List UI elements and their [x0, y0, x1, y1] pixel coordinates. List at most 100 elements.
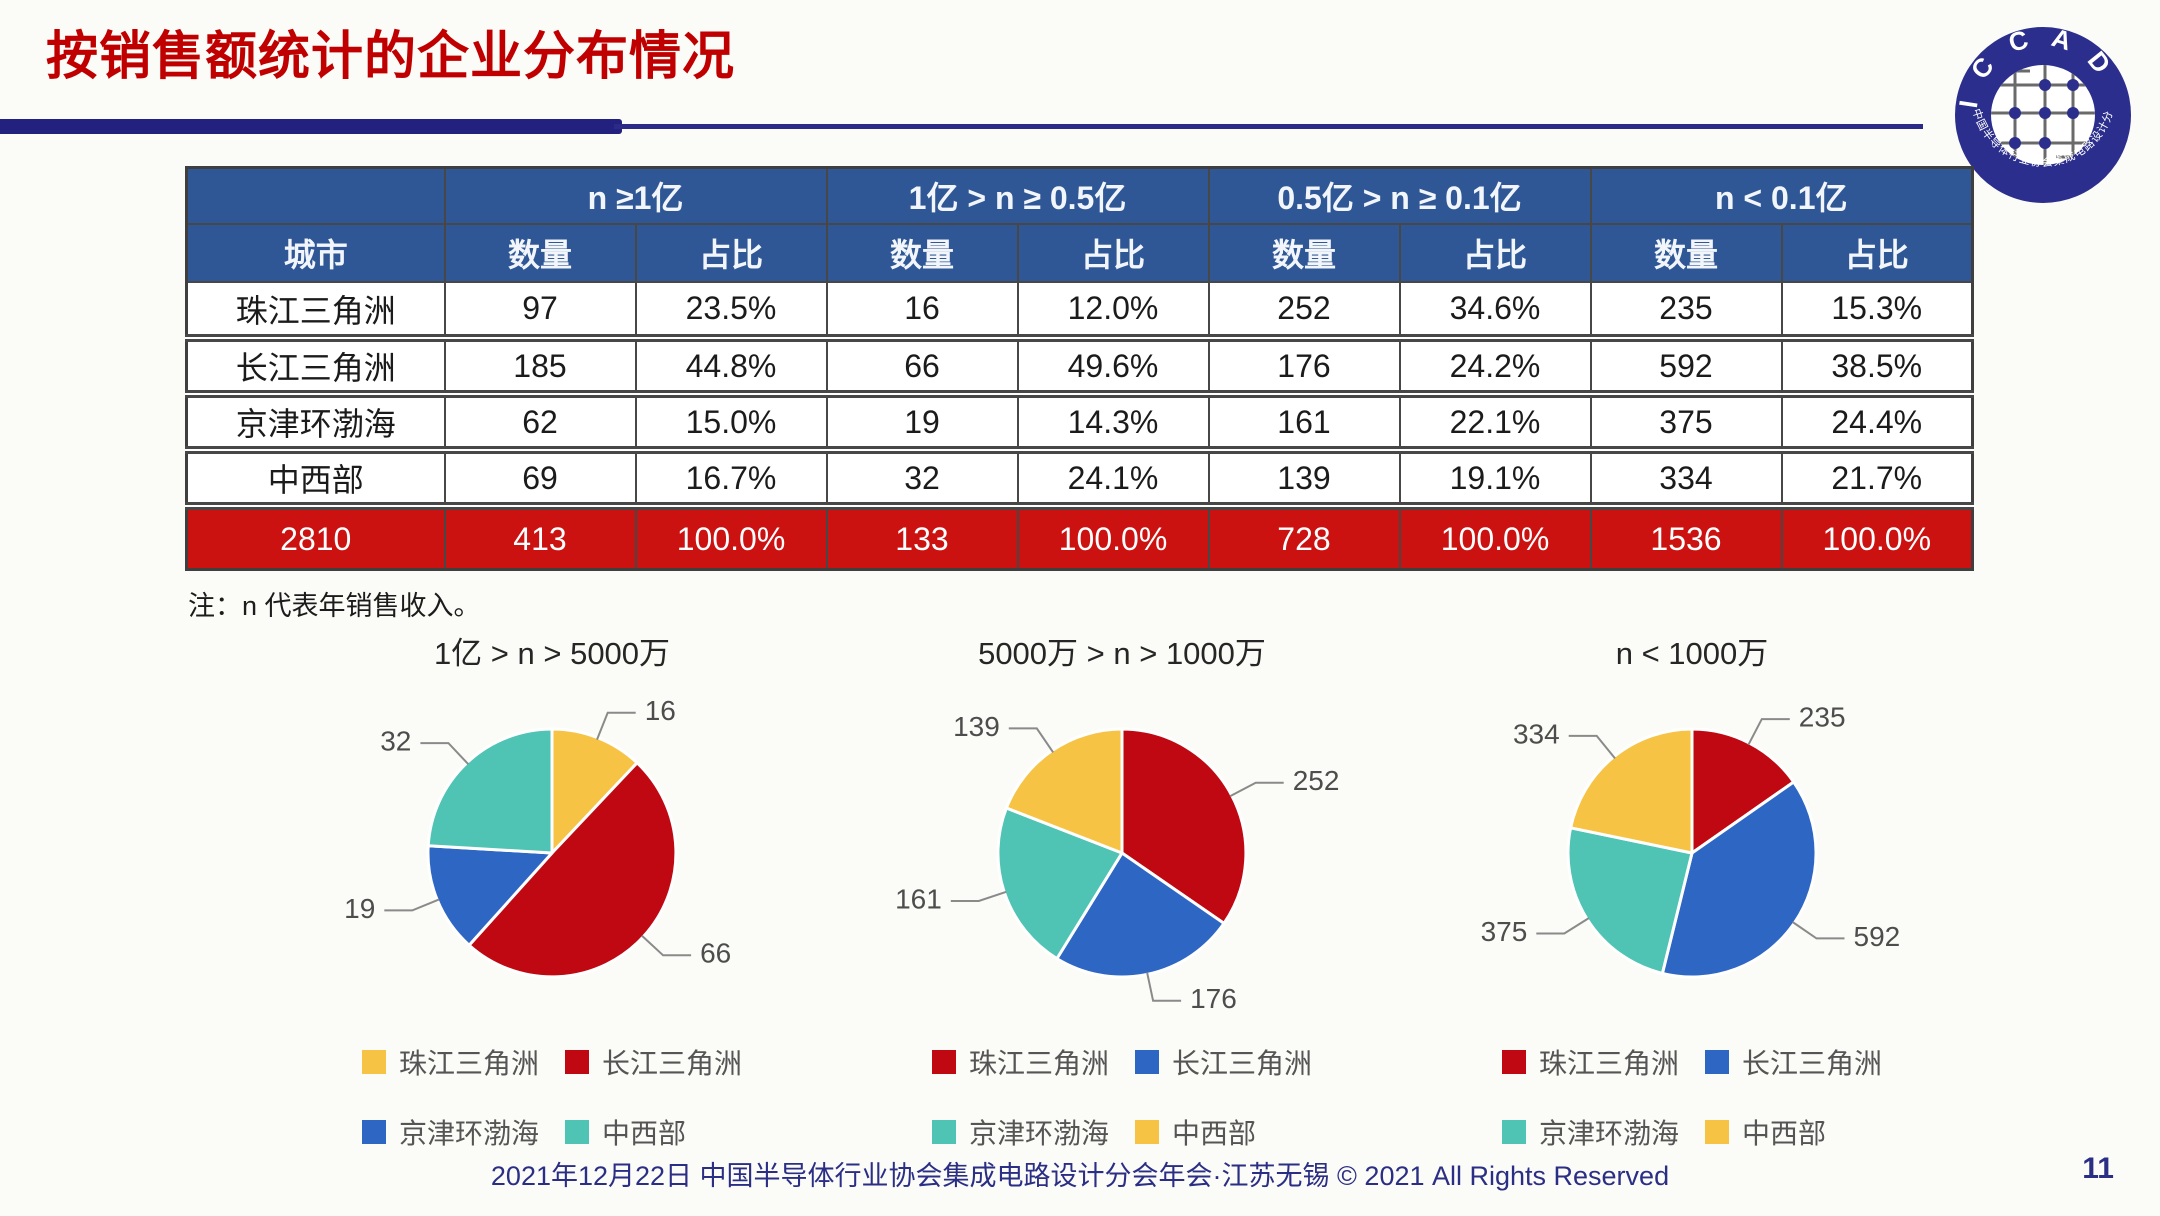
pie-data-label: 161 [895, 883, 942, 914]
city-cell: 长江三角洲 [185, 334, 446, 395]
value-cell: 14.3% [1016, 390, 1210, 451]
label-leader-line [1568, 734, 1616, 760]
value-cell: 34.6% [1398, 281, 1592, 339]
legend-item-中西部: 中西部 [565, 1112, 742, 1152]
legend-swatch [565, 1120, 589, 1144]
table-sub-header-row: 城市 数量 占比 数量 占比 数量 占比 数量 占比 [185, 223, 1974, 283]
pie-chart-block-1: 1亿 > n > 5000万 16 66 19 32 珠江三角洲 长江三角洲 京津环渤海 中… [272, 628, 832, 1152]
count-header: 数量 [1589, 223, 1783, 283]
legend-swatch [565, 1050, 589, 1074]
value-cell: 22.1% [1398, 390, 1592, 451]
legend-item-中西部: 中西部 [1135, 1112, 1312, 1152]
table-group-header-row: n ≥1亿 1亿 > n ≥ 0.5亿 0.5亿 > n ≥ 0.1亿 n < … [185, 166, 1974, 225]
pie-chart-2: 252 176 161 139 [895, 711, 1340, 1014]
pie-data-label: 252 [1293, 765, 1340, 796]
legend-swatch [1705, 1050, 1729, 1074]
pie-chart-block-2: 5000万 > n > 1000万 252 176 161 139 珠江三角洲 长江三角… [842, 628, 1402, 1152]
city-cell: 京津环渤海 [185, 390, 446, 451]
legend-swatch [1135, 1050, 1159, 1074]
iccad-logo: I C C A D 中国半导体行业协会集成电路设计分会 [1952, 24, 2131, 203]
value-cell: 185 [443, 334, 637, 395]
legend-swatch [361, 1120, 386, 1144]
legend-item-京津环渤海: 京津环渤海 [361, 1112, 539, 1152]
legend-swatch [931, 1120, 956, 1144]
label-leader-line [1792, 921, 1845, 940]
label-leader-line [1747, 718, 1790, 746]
pie-slice-中西部 [426, 727, 554, 855]
value-cell: 24.2% [1398, 334, 1592, 395]
table-row: 中西部 69 16.7% 32 24.1% 139 19.1% 334 21.7% [185, 446, 1974, 507]
pie-data-label: 32 [380, 725, 411, 756]
share-header: 占比 [1780, 223, 1974, 283]
value-cell: 32 [825, 446, 1019, 507]
value-cell: 16.7% [634, 446, 828, 507]
legend-item-珠江三角洲: 珠江三角洲 [931, 1042, 1109, 1082]
value-cell: 24.4% [1780, 390, 1974, 451]
title-underline-line [614, 124, 1923, 129]
total-cell: 100.0% [1780, 502, 1974, 571]
label-leader-line [420, 742, 470, 765]
value-cell: 12.0% [1016, 281, 1210, 339]
title-underline-bar [0, 119, 622, 134]
legend-label: 中西部 [1742, 1118, 1827, 1149]
value-cell: 49.6% [1016, 334, 1210, 395]
corner-cell [185, 166, 446, 225]
label-leader-line [950, 890, 1007, 902]
legend-item-京津环渤海: 京津环渤海 [1501, 1112, 1679, 1152]
footnote: 注：n 代表年销售收入。 [188, 591, 481, 621]
pie-data-label: 375 [1481, 916, 1528, 947]
legend-label: 京津环渤海 [1538, 1118, 1679, 1149]
value-cell: 21.7% [1780, 446, 1974, 507]
value-cell: 62 [443, 390, 637, 451]
pie-data-label: 16 [645, 695, 676, 726]
enterprise-distribution-table: n ≥1亿 1亿 > n ≥ 0.5亿 0.5亿 > n ≥ 0.1亿 n < … [185, 166, 1974, 571]
value-cell: 38.5% [1780, 334, 1974, 395]
legend-label: 珠江三角洲 [398, 1048, 539, 1079]
legend-swatch [1135, 1120, 1159, 1144]
chart-legend: 珠江三角洲 长江三角洲 京津环渤海 中西部 [931, 1042, 1312, 1152]
pie-data-label: 235 [1799, 701, 1846, 732]
value-cell: 97 [443, 281, 637, 339]
count-header: 数量 [825, 223, 1019, 283]
value-cell: 19 [825, 390, 1019, 451]
label-leader-line [596, 711, 636, 740]
pie-data-label: 19 [344, 893, 375, 924]
pie-data-label: 176 [1190, 983, 1237, 1014]
total-cell: 100.0% [1398, 502, 1592, 571]
circuit-dots [2009, 79, 2079, 149]
total-cell: 1536 [1589, 502, 1783, 571]
legend-swatch [361, 1050, 386, 1074]
value-cell: 161 [1207, 390, 1401, 451]
label-leader-line [641, 934, 692, 957]
label-leader-line [1008, 727, 1054, 753]
legend-item-长江三角洲: 长江三角洲 [1705, 1042, 1882, 1082]
label-leader-line [1536, 917, 1590, 935]
value-cell: 176 [1207, 334, 1401, 395]
total-cell: 100.0% [1016, 502, 1210, 571]
value-cell: 23.5% [634, 281, 828, 339]
value-cell: 15.0% [634, 390, 828, 451]
total-row: 2810 413 100.0% 133 100.0% 728 100.0% 1536 100.0… [185, 502, 1974, 571]
legend-label: 中西部 [602, 1118, 687, 1149]
group-header: 1亿 > n ≥ 0.5亿 [825, 166, 1210, 225]
table-row: 京津环渤海 62 15.0% 19 14.3% 161 22.1% 375 24.4% [185, 390, 1974, 451]
value-cell: 15.3% [1780, 281, 1974, 339]
value-cell: 139 [1207, 446, 1401, 507]
pie-data-label: 334 [1513, 718, 1560, 749]
chart-title: n < 1000万 [1615, 636, 1769, 671]
table-row: 长江三角洲 185 44.8% 66 49.6% 176 24.2% 592 38.5% [185, 334, 1974, 395]
legend-item-珠江三角洲: 珠江三角洲 [1501, 1042, 1679, 1082]
table-row: 珠江三角洲 97 23.5% 16 12.0% 252 34.6% 235 15.3% [185, 281, 1974, 339]
legend-item-长江三角洲: 长江三角洲 [1135, 1042, 1312, 1082]
legend-item-中西部: 中西部 [1705, 1112, 1882, 1152]
city-header: 城市 [185, 223, 446, 283]
count-header: 数量 [1207, 223, 1401, 283]
pie-data-label: 66 [700, 938, 731, 969]
total-cell: 413 [443, 502, 637, 571]
label-leader-line [1229, 781, 1284, 798]
legend-item-珠江三角洲: 珠江三角洲 [361, 1042, 539, 1082]
value-cell: 69 [443, 446, 637, 507]
count-header: 数量 [443, 223, 637, 283]
value-cell: 252 [1207, 281, 1401, 339]
legend-swatch [1705, 1120, 1729, 1144]
